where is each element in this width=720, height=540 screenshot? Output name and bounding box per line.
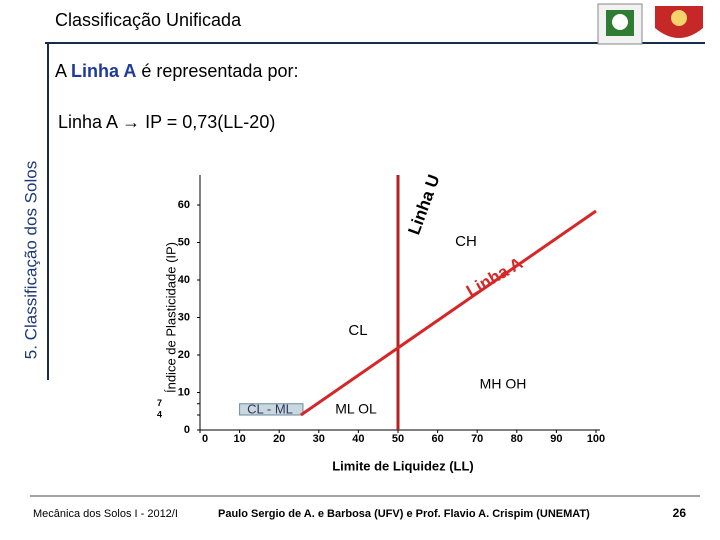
logo [597,3,703,45]
region-label: MH OH [480,376,527,392]
region-label: ML OL [335,401,377,417]
x-tick-label: 40 [352,433,364,445]
y-tick-label: 20 [178,349,190,361]
x-tick-label: 0 [202,433,208,445]
y-tick-label: 7 [157,398,162,408]
clml-zone [239,403,304,416]
y-tick-label: 60 [178,199,190,211]
x-tick-label: 20 [273,433,285,445]
sidebar-label: 5. Classificação dos Solos [21,161,40,359]
x-tick-label: 80 [511,433,523,445]
intro-highlight: Linha A [71,61,136,81]
region-label: CL - ML [247,401,293,416]
region-label: Linha A [463,253,526,300]
header-title: Classificação Unificada [55,10,242,30]
x-tick-label: 50 [392,433,404,445]
x-tick-label: 70 [471,433,483,445]
intro-text: A [55,61,71,81]
x-tick-label: 60 [431,433,443,445]
chart: 0 47 10 20 30 40 50 60 0 10 20 30 40 50 60 70 80 90 100 Lim… [157,172,605,473]
x-axis-label: Limite de Liquidez (LL) [332,458,474,473]
x-tick-label: 90 [550,433,562,445]
x-tick-label: 30 [313,433,325,445]
y-tick-label: 50 [178,236,190,248]
y-tick-label: 4 [157,409,162,419]
y-tick-label: 0 [184,424,190,436]
region-label: CL [348,322,367,339]
region-label: Linha U [404,172,443,237]
x-tick-label: 100 [587,433,605,445]
y-tick-label: 40 [178,274,190,286]
intro: A Linha A é representada por: [55,61,298,81]
equation: Linha A → IP = 0,73(LL-20) [58,112,275,132]
a-line [300,209,597,417]
y-tick-label: 10 [178,386,190,398]
y-tick-label: 30 [178,311,190,323]
region-label: CH [455,233,477,250]
footer-course: Mecânica dos Solos I - 2012/I [33,508,178,520]
intro-text: é representada por: [136,61,298,81]
footer-authors: Paulo Sergio de A. e Barbosa (UFV) e Pro… [218,508,590,520]
page-number: 26 [673,506,687,520]
y-axis-label: Índice de Plasticidade (IP) [163,242,178,393]
x-tick-label: 10 [233,433,245,445]
